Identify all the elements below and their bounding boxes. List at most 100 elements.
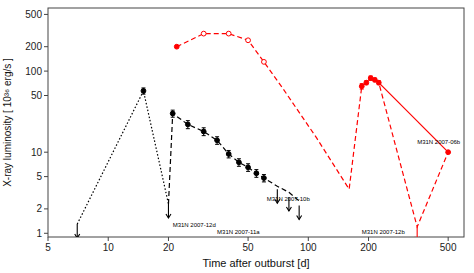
arrow-head (286, 207, 291, 211)
y-tick-label: 1 (36, 228, 42, 239)
line (177, 34, 448, 227)
y-axis-label: X-ray luminosity [ 10³⁶ erg/s ] (2, 58, 13, 187)
error-cap (227, 157, 231, 158)
error-cap (202, 135, 206, 136)
x-tick (308, 237, 309, 241)
error-cap (262, 181, 266, 182)
error-bar (171, 110, 175, 117)
error-bar (262, 175, 266, 182)
point (446, 150, 451, 155)
error-cap (215, 144, 219, 145)
upper-limit-arrow (75, 224, 80, 237)
line (77, 91, 168, 224)
point (364, 80, 369, 85)
y-tick (44, 233, 48, 234)
annotation: M31N 2007-12b (362, 229, 406, 235)
arrow-shaft (77, 224, 78, 237)
point (170, 111, 175, 116)
point (237, 160, 242, 165)
error-cap (171, 117, 175, 118)
y-tick (44, 46, 48, 47)
y-tick-label: 100 (25, 66, 42, 77)
error-bar (377, 81, 381, 85)
x-tick (248, 237, 249, 241)
error-bar (246, 164, 250, 172)
point (226, 152, 231, 157)
point (262, 59, 267, 64)
y-tick-label: 5 (36, 171, 42, 182)
upper-limit-arrow (415, 227, 420, 237)
y-tick (44, 208, 48, 209)
x-tick (168, 237, 169, 241)
error-bar (227, 150, 231, 157)
annotation: M31N 2007-12d (173, 222, 216, 228)
y-tick-label: 200 (25, 41, 42, 52)
point (201, 31, 206, 36)
annotation: M31N 2007-11a (217, 229, 260, 235)
x-tick-label: 500 (440, 242, 457, 253)
y-tick-label: 50 (31, 90, 43, 101)
x-axis: 5102050100200500 (45, 237, 457, 253)
line (168, 114, 299, 204)
error-cap (254, 177, 258, 178)
chart: 51020501002005001251050100200500Time aft… (0, 0, 474, 273)
arrow-head (166, 214, 171, 218)
upper-limit-arrow (297, 206, 302, 220)
error-bar (373, 78, 377, 82)
error-cap (237, 166, 241, 167)
point (262, 176, 267, 181)
page: {"chart_data": { "type": "line", "xlabel… (0, 0, 474, 273)
error-cap (246, 163, 250, 164)
y-tick (44, 14, 48, 15)
y-tick (44, 152, 48, 153)
error-cap (237, 158, 241, 159)
error-bar (141, 88, 145, 94)
annotations: M31N 2007-12dM31N 2007-11a M31N 2007-10b M… (173, 139, 461, 235)
point (226, 31, 231, 36)
y-tick-label: 10 (31, 147, 43, 158)
point (376, 80, 381, 85)
error-bar (202, 128, 206, 136)
x-axis-label: Time after outburst [d] (202, 257, 309, 269)
error-bar (237, 159, 241, 167)
x-tick (48, 237, 49, 241)
x-tick (448, 237, 449, 241)
point (215, 138, 220, 143)
error-cap (254, 169, 258, 170)
y-tick (44, 95, 48, 96)
x-tick-label: 5 (45, 242, 51, 253)
x-tick-label: 10 (103, 242, 115, 253)
error-bar (215, 137, 219, 145)
plot-frame (48, 8, 464, 237)
arrow-head (297, 216, 302, 220)
error-cap (202, 127, 206, 128)
error-cap (186, 120, 190, 121)
x-tick-label: 100 (300, 242, 317, 253)
error-cap (215, 136, 219, 137)
arrow-shaft (417, 227, 418, 237)
point (246, 165, 251, 170)
error-cap (186, 128, 190, 129)
point (201, 129, 206, 134)
error-bar (254, 170, 258, 178)
annotation: M31N 2007-10b (267, 196, 311, 202)
arrow-head (415, 237, 420, 238)
annotation: M31N 2007-06b (417, 139, 461, 145)
x-tick-label: 200 (360, 242, 377, 253)
y-axis: 1251050100200500 (25, 9, 48, 239)
arrow-head (75, 234, 80, 237)
point (185, 122, 190, 127)
error-bar (364, 81, 368, 85)
point (174, 44, 179, 49)
point (141, 88, 146, 93)
x-tick (368, 237, 369, 241)
error-bar (186, 121, 190, 129)
error-cap (171, 110, 175, 111)
error-bar (360, 84, 364, 89)
arrow-shaft (168, 204, 169, 218)
y-tick-label: 2 (36, 203, 42, 214)
y-tick (44, 176, 48, 177)
point (254, 171, 259, 176)
plot-area (75, 31, 451, 237)
point (246, 38, 251, 43)
